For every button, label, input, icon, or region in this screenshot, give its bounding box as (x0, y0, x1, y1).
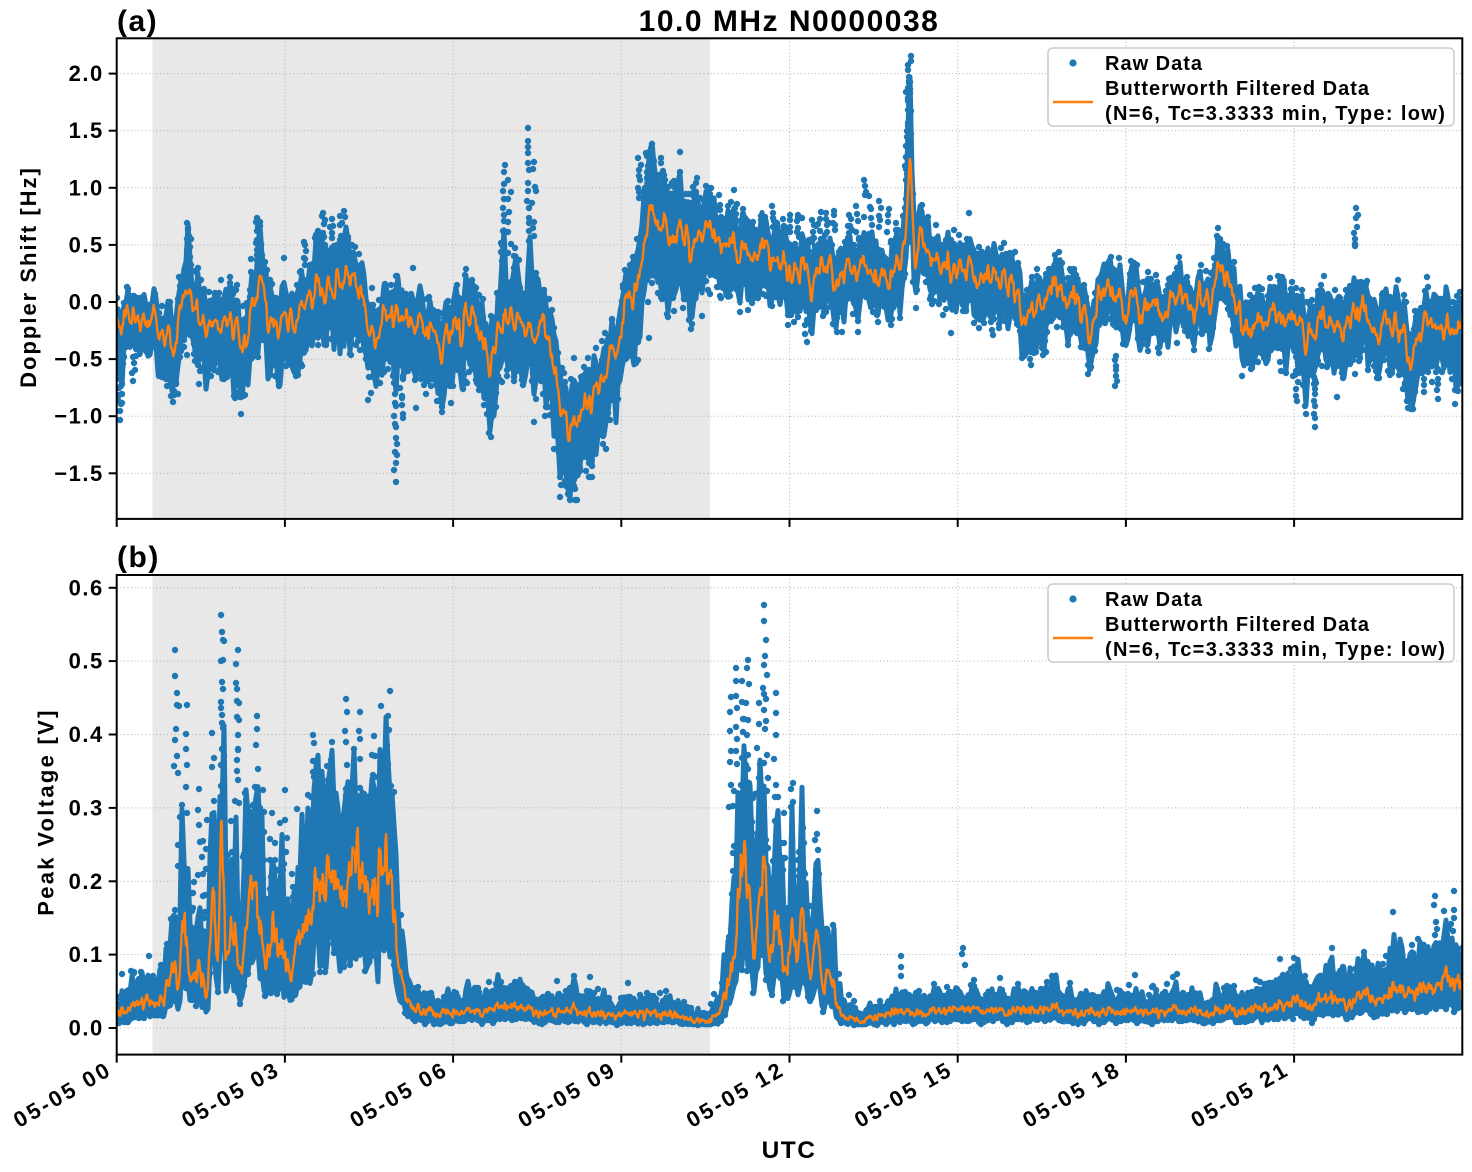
svg-text:0.5: 0.5 (69, 649, 104, 674)
svg-text:(a): (a) (117, 5, 158, 38)
svg-text:10.0 MHz N0000038: 10.0 MHz N0000038 (639, 5, 940, 38)
svg-text:(b): (b) (117, 541, 160, 574)
svg-text:0.5: 0.5 (69, 232, 104, 257)
svg-text:0.3: 0.3 (69, 795, 104, 820)
svg-text:1.5: 1.5 (69, 118, 104, 143)
svg-text:1.0: 1.0 (69, 175, 104, 200)
svg-text:Raw Data: Raw Data (1105, 53, 1203, 75)
svg-text:0.1: 0.1 (69, 942, 104, 967)
svg-text:0.0: 0.0 (69, 1016, 104, 1041)
svg-text:(N=6, Tc=3.3333 min, Type: low: (N=6, Tc=3.3333 min, Type: low) (1105, 103, 1446, 125)
svg-text:(N=6, Tc=3.3333 min, Type: low: (N=6, Tc=3.3333 min, Type: low) (1105, 639, 1446, 661)
svg-text:0.2: 0.2 (69, 869, 104, 894)
svg-text:Peak Voltage [V]: Peak Voltage [V] (34, 708, 59, 916)
svg-text:−1.5: −1.5 (54, 461, 103, 486)
svg-text:Butterworth Filtered Data: Butterworth Filtered Data (1105, 78, 1370, 100)
svg-text:Doppler Shift [Hz]: Doppler Shift [Hz] (16, 166, 41, 388)
svg-text:Butterworth Filtered Data: Butterworth Filtered Data (1105, 614, 1370, 636)
svg-text:0.4: 0.4 (69, 722, 104, 747)
svg-text:−0.5: −0.5 (54, 347, 103, 372)
svg-text:Raw Data: Raw Data (1105, 589, 1203, 611)
svg-text:UTC: UTC (762, 1137, 817, 1164)
svg-text:−1.0: −1.0 (54, 404, 103, 429)
svg-text:0.6: 0.6 (69, 575, 104, 600)
svg-text:2.0: 2.0 (69, 61, 104, 86)
svg-text:0.0: 0.0 (69, 290, 104, 315)
